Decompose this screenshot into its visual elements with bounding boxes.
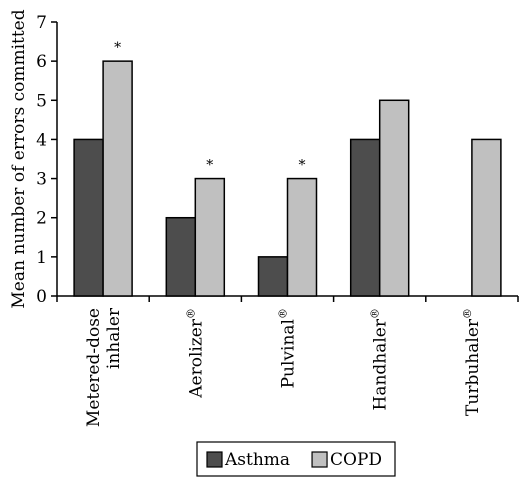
y-axis-label: Mean number of errors committed [9,9,29,308]
bar-copd-4 [471,138,502,297]
category-label: Pulvinal® [277,308,299,388]
legend: Asthma COPD [196,441,396,477]
bar-asthma-2 [257,256,289,297]
legend-label-asthma: Asthma [224,450,290,470]
bar-asthma-3 [349,138,381,297]
registered-mark: ® [184,308,197,319]
category-labels: Metered-dose inhaler Aerolizer® Pulvinal® Ha… [84,307,483,427]
significance-asterisk: * [114,40,121,56]
y-tick-label: 7 [36,13,47,33]
registered-mark: ® [277,308,290,319]
y-tick-label: 6 [36,52,47,72]
significance-asterisk: * [299,158,306,174]
category-label: Metered-dose [84,308,104,427]
axes: 0 1 2 3 4 5 6 7 Mean number of errors committed [9,9,519,309]
bar-copd-2 [286,177,318,297]
y-tick-label: 0 [36,287,47,307]
y-tick-label: 5 [36,91,47,111]
registered-mark: ® [369,308,382,319]
registered-mark: ® [461,308,474,319]
bars: * * * [73,40,502,297]
y-tick-label: 1 [36,248,47,268]
legend-label-copd: COPD [330,450,382,470]
legend-box [196,441,396,477]
y-tick-label: 2 [36,209,47,229]
category-label: Aerolizer® [184,308,206,399]
category-label: Handhaler® [369,308,391,411]
bar-asthma-1 [165,216,197,297]
legend-swatch-copd [311,451,328,468]
legend-swatch-asthma [206,451,223,468]
bar-asthma-0 [73,138,104,297]
bar-copd-1 [194,177,226,297]
significance-asterisk: * [206,158,213,174]
bar-copd-3 [378,99,410,297]
category-label: Turbuhaler® [461,308,483,416]
y-tick-label: 3 [36,170,47,190]
category-label: inhaler [104,307,124,369]
y-tick-label: 4 [36,130,47,150]
bar-copd-0 [102,60,133,297]
